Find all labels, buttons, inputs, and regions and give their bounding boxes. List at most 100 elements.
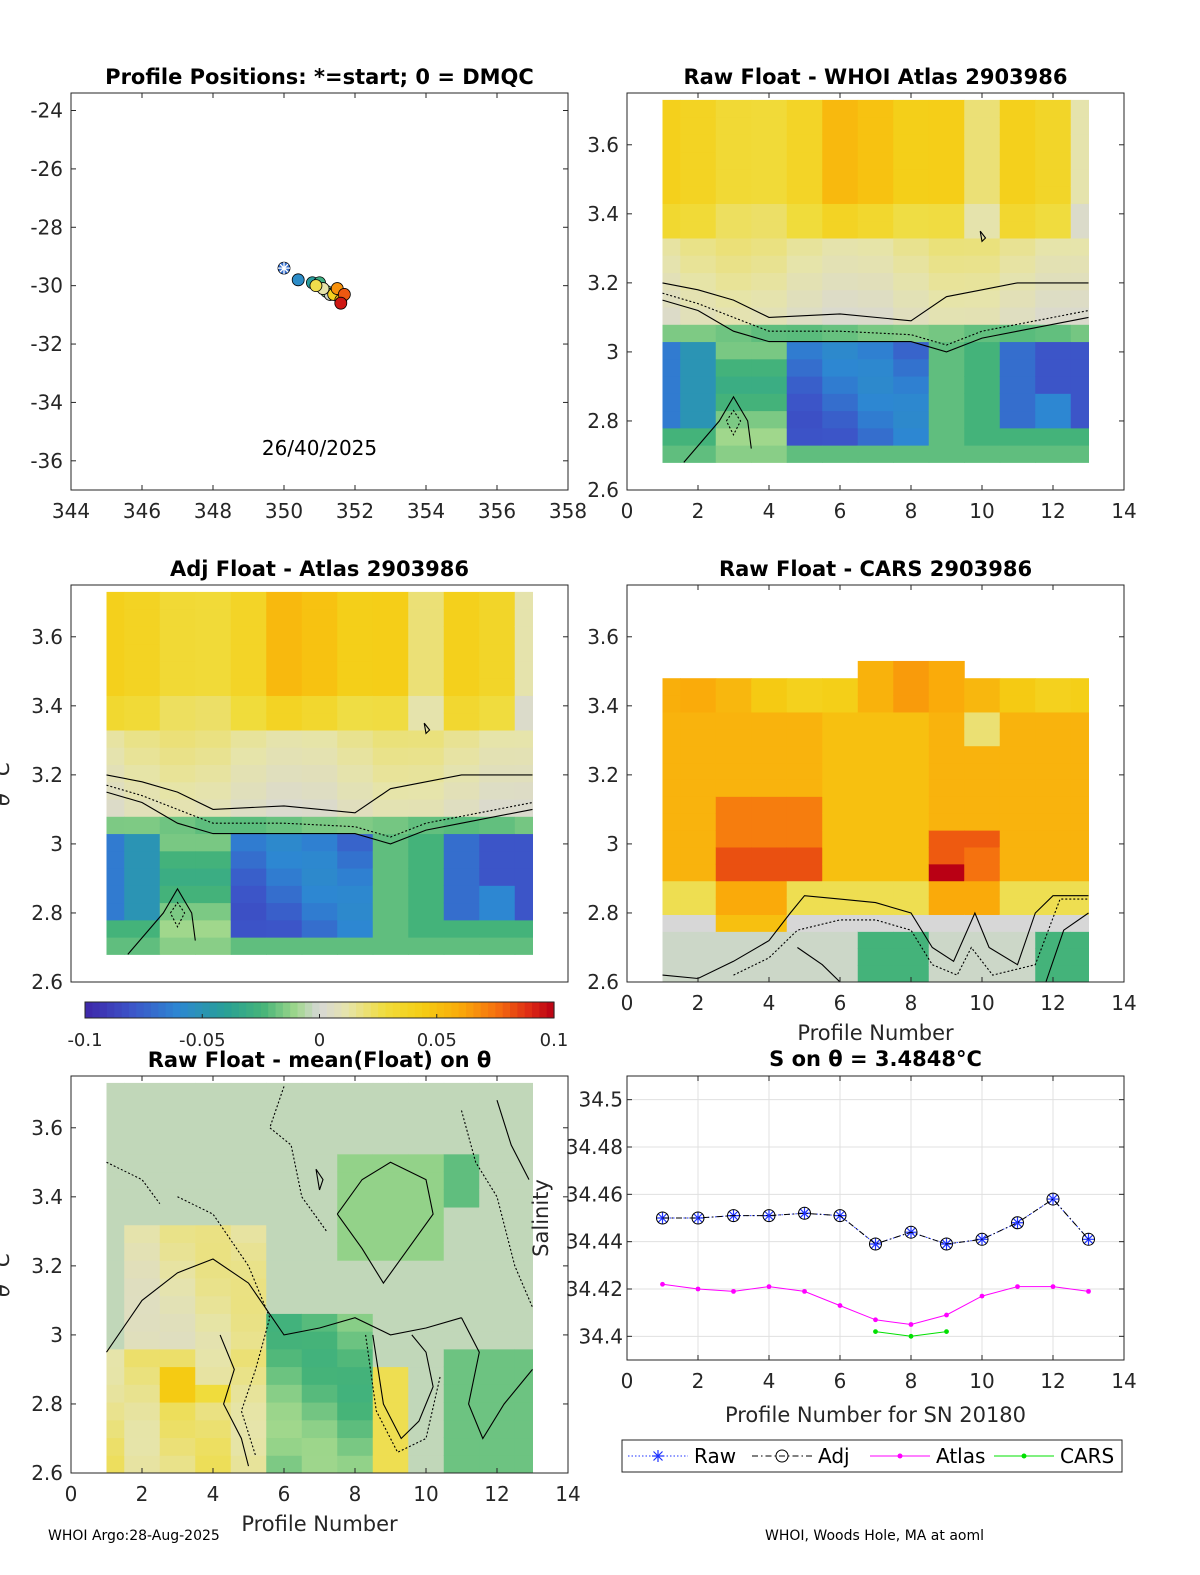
heatmap-cell (662, 695, 681, 713)
heatmap-cell (266, 1082, 303, 1102)
heatmap-cell (443, 626, 480, 645)
heatmap-cell (479, 678, 516, 696)
heatmap-cell (1035, 880, 1072, 899)
heatmap-cell (857, 427, 894, 446)
heatmap-cell (266, 1437, 303, 1456)
heatmap-cell (106, 643, 125, 662)
heatmap-cell (337, 1295, 374, 1314)
heatmap-cell (124, 1224, 161, 1243)
heatmap-cell (1035, 168, 1072, 187)
heatmap-cell (928, 897, 965, 915)
adj-point (940, 1237, 953, 1251)
heatmap-cell (159, 1260, 196, 1279)
heatmap-cell (1035, 186, 1072, 204)
colorbar-segment (458, 1002, 467, 1018)
y-tick-label: 3 (50, 832, 63, 856)
heatmap-cells (106, 1082, 534, 1473)
contour-line (662, 895, 1089, 980)
heatmap-cell (514, 1295, 533, 1314)
heatmap-cell (479, 591, 516, 610)
raw-point (692, 1212, 704, 1224)
heatmap-cell (857, 151, 894, 170)
heatmap-cell (1070, 376, 1089, 394)
heatmap-cell (786, 134, 823, 153)
heatmap-cell (230, 1419, 267, 1439)
map-points (277, 261, 351, 310)
heatmap-cell (230, 660, 267, 679)
salinity-series (656, 1192, 1095, 1339)
heatmap-cell (266, 850, 303, 869)
heatmap-cell (266, 1313, 303, 1332)
heatmap-cell (822, 931, 859, 949)
heatmap-cell (822, 220, 859, 239)
heatmap-cell (479, 1171, 516, 1190)
heatmap-cell (443, 781, 480, 800)
heatmap-cell (479, 1348, 516, 1368)
colorbar-segment (260, 1002, 269, 1018)
heatmap-cell (159, 609, 196, 627)
heatmap-cell (964, 134, 1001, 153)
heatmap-cell (928, 117, 965, 135)
heatmap-cell (893, 846, 930, 865)
heatmap-cell (106, 660, 125, 679)
heatmap-cell (230, 695, 267, 714)
heatmap-cell (408, 1224, 445, 1243)
heatmap-cell (230, 816, 267, 835)
heatmap-cell (195, 660, 232, 679)
heatmap-cell (443, 799, 480, 817)
heatmap-cell (857, 410, 894, 429)
heatmap-cell (159, 1207, 196, 1226)
heatmap-cell (786, 289, 823, 308)
heatmap-cell (786, 427, 823, 446)
heatmap-cell (822, 948, 859, 966)
y-tick-label: 2.6 (587, 970, 619, 994)
heatmap-cell (999, 393, 1036, 412)
axes-frame (70, 1075, 569, 1474)
y-tick-label: 2.8 (31, 1392, 63, 1416)
heatmap-cell (786, 186, 823, 204)
heatmap-cell (999, 745, 1036, 764)
raw-point (1047, 1193, 1059, 1206)
heatmap-cell (266, 902, 303, 921)
heatmap-cell (715, 931, 752, 949)
contour-line (219, 1334, 250, 1467)
heatmap-cell (928, 186, 965, 204)
heatmap-cell (443, 1118, 480, 1137)
raw-point (1011, 1216, 1024, 1229)
colorbar-segment (121, 1002, 130, 1018)
heatmap-cell (999, 358, 1036, 377)
heatmap-cell (822, 762, 859, 780)
heatmap-cell (337, 781, 374, 800)
heatmap-cell (124, 626, 161, 645)
heatmap-cell (124, 591, 161, 610)
heatmap-cell (999, 427, 1036, 446)
heatmap-cell (680, 813, 717, 831)
heatmap-cell (1070, 745, 1089, 764)
heatmap-cell (662, 151, 681, 170)
heatmap-cell (928, 255, 965, 274)
heatmap-cell (301, 1402, 338, 1421)
heatmap-cell (106, 1260, 125, 1279)
heatmap-cell (1070, 863, 1089, 882)
heatmap-cell (857, 324, 894, 343)
heatmap-cell (514, 609, 533, 627)
colorbar-tick-label: -0.1 (67, 1030, 102, 1051)
heatmap-cell (443, 591, 480, 610)
atlas-point (695, 1286, 701, 1292)
heatmap-cell (964, 168, 1001, 187)
heatmap-cell (337, 1224, 374, 1243)
heatmap-cell (337, 729, 374, 748)
colorbar-segment (224, 1002, 233, 1018)
heatmap-cell (680, 846, 717, 865)
legend-label-atlas: Atlas (936, 1444, 985, 1468)
contour-line (460, 1110, 534, 1308)
heatmap-cell (337, 850, 374, 869)
heatmap-cell (964, 914, 1001, 932)
heatmap-cell (443, 1455, 480, 1473)
heatmap-cell (372, 833, 409, 852)
heatmap-cell (230, 1189, 267, 1208)
heatmap-cell (159, 1136, 196, 1155)
heatmap-cell (514, 1348, 533, 1368)
heatmap-cell (1070, 931, 1089, 949)
heatmap-cell (372, 660, 409, 679)
